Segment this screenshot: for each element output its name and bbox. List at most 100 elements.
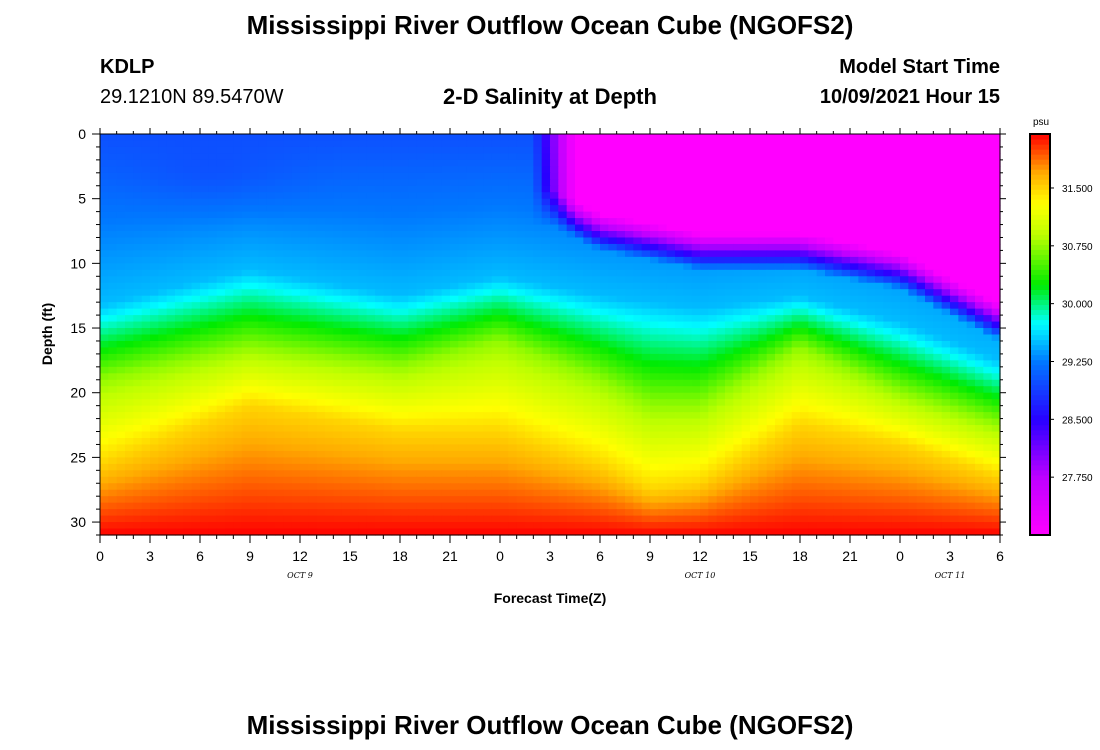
heatmap-cell (466, 392, 476, 400)
heatmap-cell (583, 263, 593, 271)
heatmap-cell (850, 134, 859, 142)
heatmap-cell (366, 224, 376, 232)
heatmap-cell (825, 366, 834, 374)
heatmap-cell (550, 243, 559, 252)
heatmap-cell (225, 243, 234, 252)
heatmap-cell (466, 418, 476, 426)
heatmap-cell (650, 379, 659, 387)
heatmap-cell (783, 321, 793, 329)
heatmap-cell (158, 146, 168, 155)
heatmap-cell (208, 386, 218, 394)
heatmap-cell (258, 431, 268, 439)
heatmap-cell (616, 328, 626, 336)
heatmap-cell (600, 192, 609, 200)
heatmap-cell (966, 418, 976, 426)
heatmap-cell (408, 263, 418, 271)
heatmap-cell (991, 218, 1001, 226)
heatmap-cell (750, 302, 759, 310)
heatmap-cell (766, 379, 776, 387)
heatmap-cell (575, 256, 584, 264)
heatmap-cell (983, 211, 993, 219)
heatmap-cell (808, 340, 818, 349)
heatmap-cell (158, 418, 168, 426)
heatmap-cell (291, 250, 301, 258)
heatmap-cell (366, 172, 376, 180)
heatmap-cell (816, 218, 826, 226)
heatmap-cell (175, 282, 184, 290)
heatmap-cell (483, 321, 493, 329)
heatmap-cell (458, 146, 468, 155)
heatmap-cell (875, 159, 884, 167)
heatmap-cell (591, 231, 601, 239)
heatmap-cell (541, 386, 551, 394)
heatmap-cell (283, 425, 293, 433)
heatmap-cell (958, 218, 968, 226)
heatmap-cell (375, 295, 384, 303)
heatmap-cell (266, 347, 276, 355)
heatmap-cell (825, 166, 834, 174)
heatmap-cell (891, 134, 901, 142)
heatmap-cell (408, 185, 418, 193)
heatmap-cell (741, 146, 751, 155)
heatmap-cell (891, 315, 901, 323)
heatmap-cell (958, 418, 968, 426)
heatmap-cell (158, 179, 168, 187)
heatmap-cell (383, 134, 393, 142)
heatmap-cell (641, 256, 651, 264)
heatmap-cell (250, 256, 259, 264)
heatmap-cell (691, 315, 701, 323)
heatmap-cell (266, 153, 276, 161)
heatmap-cell (266, 399, 276, 407)
heatmap-cell (900, 256, 909, 264)
heatmap-cell (575, 243, 584, 252)
heatmap-cell (108, 366, 118, 374)
heatmap-cell (758, 321, 768, 329)
heatmap-cell (941, 269, 951, 277)
heatmap-cell (166, 211, 176, 219)
heatmap-cell (925, 360, 934, 368)
heatmap-cell (675, 276, 684, 284)
heatmap-cell (333, 269, 343, 277)
heatmap-cell (175, 347, 184, 355)
heatmap-cell (166, 237, 176, 245)
heatmap-cell (358, 198, 368, 206)
heatmap-cell (183, 392, 193, 400)
heatmap-cell (316, 360, 326, 368)
heatmap-cell (508, 360, 518, 368)
heatmap-cell (500, 295, 509, 303)
heatmap-cell (900, 198, 909, 206)
heatmap-cell (900, 399, 909, 407)
heatmap-cell (825, 276, 834, 284)
heatmap-cell (725, 321, 734, 329)
heatmap-cell (491, 140, 501, 148)
heatmap-cell (400, 308, 409, 316)
heatmap-cell (341, 172, 351, 180)
heatmap-cell (650, 366, 659, 374)
heatmap-cell (541, 250, 551, 258)
heatmap-cell (941, 185, 951, 193)
heatmap-cell (966, 269, 976, 277)
heatmap-cell (166, 418, 176, 426)
heatmap-cell (600, 347, 609, 355)
heatmap-cell (466, 263, 476, 271)
heatmap-cell (108, 347, 118, 355)
heatmap-cell (641, 399, 651, 407)
heatmap-cell (575, 224, 584, 232)
heatmap-cell (325, 328, 334, 336)
heatmap-cell (725, 256, 734, 264)
heatmap-cell (900, 373, 909, 381)
heatmap-cell (283, 192, 293, 200)
heatmap-cell (341, 134, 351, 142)
heatmap-cell (383, 340, 393, 349)
heatmap-cell (533, 269, 543, 277)
heatmap-cell (383, 321, 393, 329)
heatmap-cell (516, 218, 526, 226)
heatmap-cell (233, 153, 243, 161)
heatmap-cell (775, 134, 784, 142)
heatmap-cell (516, 334, 526, 342)
heatmap-cell (808, 353, 818, 361)
heatmap-cell (333, 243, 343, 252)
heatmap-cell (958, 340, 968, 349)
heatmap-cell (941, 243, 951, 252)
heatmap-cell (550, 172, 559, 180)
